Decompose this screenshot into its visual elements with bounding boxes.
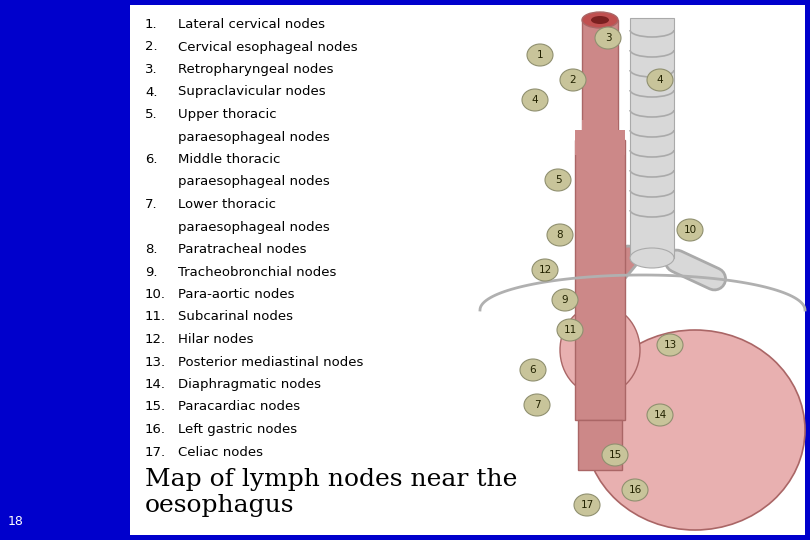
Ellipse shape <box>527 44 553 66</box>
Text: oesophagus: oesophagus <box>145 494 295 517</box>
FancyArrowPatch shape <box>607 257 629 283</box>
Ellipse shape <box>560 305 640 395</box>
Bar <box>575 130 625 155</box>
Text: 8: 8 <box>556 230 563 240</box>
Text: 12: 12 <box>539 265 552 275</box>
Text: Para-aortic nodes: Para-aortic nodes <box>178 288 295 301</box>
Text: Paratracheal nodes: Paratracheal nodes <box>178 243 306 256</box>
Text: Cervical esophageal nodes: Cervical esophageal nodes <box>178 40 358 53</box>
Ellipse shape <box>647 404 673 426</box>
Ellipse shape <box>560 69 586 91</box>
Text: 16.: 16. <box>145 423 166 436</box>
Text: Hilar nodes: Hilar nodes <box>178 333 254 346</box>
FancyArrowPatch shape <box>607 257 629 283</box>
Ellipse shape <box>630 248 674 268</box>
Bar <box>630 18 674 258</box>
Text: 2.: 2. <box>145 40 158 53</box>
Text: Left gastric nodes: Left gastric nodes <box>178 423 297 436</box>
Ellipse shape <box>520 359 546 381</box>
Text: 14.: 14. <box>145 378 166 391</box>
Text: 18: 18 <box>8 515 23 528</box>
Ellipse shape <box>595 27 621 49</box>
Ellipse shape <box>522 89 548 111</box>
Text: 13.: 13. <box>145 355 166 368</box>
Text: Celiac nodes: Celiac nodes <box>178 446 263 458</box>
Text: Map of lymph nodes near the: Map of lymph nodes near the <box>145 468 518 491</box>
Text: 17.: 17. <box>145 446 166 458</box>
Text: 7: 7 <box>534 400 540 410</box>
Ellipse shape <box>545 169 571 191</box>
Text: 11: 11 <box>564 325 577 335</box>
Text: 3: 3 <box>605 33 612 43</box>
Text: 12.: 12. <box>145 333 166 346</box>
Text: 9: 9 <box>561 295 569 305</box>
Text: 16: 16 <box>629 485 642 495</box>
Text: 10: 10 <box>684 225 697 235</box>
Text: 5.: 5. <box>145 108 158 121</box>
FancyArrowPatch shape <box>676 261 714 279</box>
Ellipse shape <box>585 330 805 530</box>
Ellipse shape <box>602 444 628 466</box>
Ellipse shape <box>677 219 703 241</box>
Ellipse shape <box>547 224 573 246</box>
Text: Lower thoracic: Lower thoracic <box>178 198 276 211</box>
Ellipse shape <box>557 319 583 341</box>
Text: 14: 14 <box>654 410 667 420</box>
Text: 15: 15 <box>608 450 621 460</box>
Ellipse shape <box>622 479 648 501</box>
FancyArrowPatch shape <box>676 261 714 279</box>
Text: 1.: 1. <box>145 18 158 31</box>
Text: paraesophageal nodes: paraesophageal nodes <box>178 220 330 233</box>
Text: Tracheobronchial nodes: Tracheobronchial nodes <box>178 266 336 279</box>
Text: Diaphragmatic nodes: Diaphragmatic nodes <box>178 378 321 391</box>
Text: 9.: 9. <box>145 266 157 279</box>
Ellipse shape <box>574 494 600 516</box>
Ellipse shape <box>582 12 618 28</box>
Text: 1: 1 <box>537 50 544 60</box>
Text: 11.: 11. <box>145 310 166 323</box>
Ellipse shape <box>647 69 673 91</box>
Bar <box>582 20 618 140</box>
Text: Paracardiac nodes: Paracardiac nodes <box>178 401 301 414</box>
Text: Supraclavicular nodes: Supraclavicular nodes <box>178 85 326 98</box>
Text: 15.: 15. <box>145 401 166 414</box>
Text: Subcarinal nodes: Subcarinal nodes <box>178 310 293 323</box>
Text: Middle thoracic: Middle thoracic <box>178 153 280 166</box>
Text: paraesophageal nodes: paraesophageal nodes <box>178 131 330 144</box>
Text: 2: 2 <box>569 75 576 85</box>
Text: 6: 6 <box>530 365 536 375</box>
Bar <box>578 420 622 470</box>
Text: Posterior mediastinal nodes: Posterior mediastinal nodes <box>178 355 364 368</box>
Text: 10.: 10. <box>145 288 166 301</box>
Text: 13: 13 <box>663 340 676 350</box>
Text: 8.: 8. <box>145 243 157 256</box>
Text: Retropharyngeal nodes: Retropharyngeal nodes <box>178 63 334 76</box>
Text: 4.: 4. <box>145 85 157 98</box>
Ellipse shape <box>552 289 578 311</box>
Text: 5: 5 <box>555 175 561 185</box>
Ellipse shape <box>591 16 609 24</box>
Bar <box>582 120 618 145</box>
Ellipse shape <box>524 394 550 416</box>
Bar <box>130 5 805 535</box>
Text: 4: 4 <box>531 95 539 105</box>
Text: paraesophageal nodes: paraesophageal nodes <box>178 176 330 188</box>
Ellipse shape <box>532 259 558 281</box>
Text: 3.: 3. <box>145 63 158 76</box>
Text: 17: 17 <box>581 500 594 510</box>
Text: 6.: 6. <box>145 153 157 166</box>
Text: 4: 4 <box>657 75 663 85</box>
Bar <box>575 140 625 420</box>
Text: Upper thoracic: Upper thoracic <box>178 108 277 121</box>
Text: Lateral cervical nodes: Lateral cervical nodes <box>178 18 325 31</box>
Ellipse shape <box>657 334 683 356</box>
Text: 7.: 7. <box>145 198 158 211</box>
